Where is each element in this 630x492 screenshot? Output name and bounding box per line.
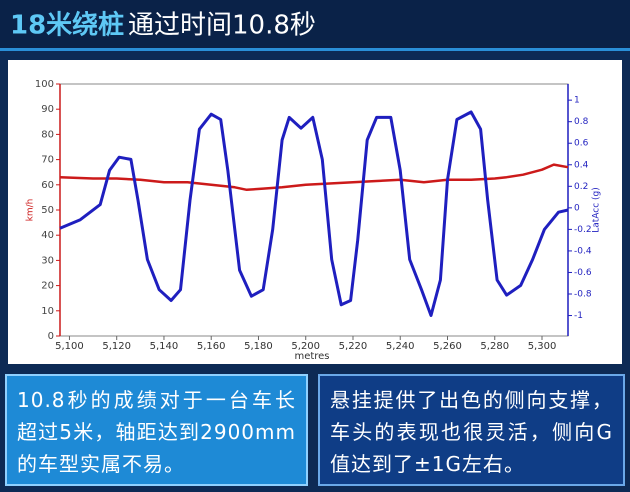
y2-tick-label: 0.2 <box>574 182 588 192</box>
caption-left: 10.8秒的成绩对于一台车长超过5米，轴距达到2900mm的车型实属不易。 <box>5 374 308 486</box>
header-bar <box>0 0 630 50</box>
y2-axis-label: LatAcc (g) <box>592 187 602 233</box>
y2-tick-label: 0.4 <box>574 160 589 170</box>
y2-tick-label: -1 <box>574 311 583 321</box>
x-tick-label: 5,100 <box>55 341 84 352</box>
y2-tick-label: -0.6 <box>574 268 592 278</box>
y-tick-label: 70 <box>41 155 54 166</box>
y-tick-label: 100 <box>35 79 54 90</box>
y2-tick-label: 0 <box>574 203 580 213</box>
y-tick-label: 60 <box>41 180 54 191</box>
y2-tick-label: 0.8 <box>574 117 589 127</box>
y2-tick-label: -0.2 <box>574 225 592 235</box>
chart-panel <box>8 60 622 364</box>
x-tick-label: 5,260 <box>433 341 462 352</box>
y-tick-label: 0 <box>48 331 54 342</box>
caption-right: 悬挂提供了出色的侧向支撑，车头的表现也很灵活，侧向G值达到了±1G左右。 <box>318 374 625 486</box>
x-tick-label: 5,220 <box>339 341 368 352</box>
y2-tick-label: 1 <box>574 96 580 106</box>
title-highlight: 18米绕桩 <box>10 10 124 41</box>
series-line <box>59 163 569 192</box>
y-tick-label: 40 <box>41 230 54 241</box>
x-tick-label: 5,140 <box>150 341 179 352</box>
x-tick-label: 5,280 <box>480 341 509 352</box>
y2-tick-label: -0.8 <box>574 290 592 300</box>
header-rule <box>0 48 630 51</box>
x-tick-label: 5,300 <box>528 341 557 352</box>
y-tick-label: 90 <box>41 104 54 115</box>
x-tick-label: 5,240 <box>386 341 415 352</box>
y2-tick-label: 0.6 <box>574 139 589 149</box>
x-tick-label: 5,200 <box>291 341 320 352</box>
x-axis-label: metres <box>294 351 329 362</box>
series-line <box>59 110 569 317</box>
y2-tick-label: -0.4 <box>574 246 592 256</box>
y-tick-label: 30 <box>41 255 54 266</box>
title: 通过时间10.8秒 <box>128 11 316 41</box>
y-tick-label: 10 <box>41 306 54 317</box>
x-tick-label: 5,160 <box>197 341 226 352</box>
y-tick-label: 50 <box>41 205 54 216</box>
y-axis-label: km/h <box>26 199 36 222</box>
y-tick-label: 80 <box>41 129 54 140</box>
y-tick-label: 20 <box>41 281 54 292</box>
x-tick-label: 5,120 <box>102 341 131 352</box>
x-tick-label: 5,180 <box>244 341 273 352</box>
